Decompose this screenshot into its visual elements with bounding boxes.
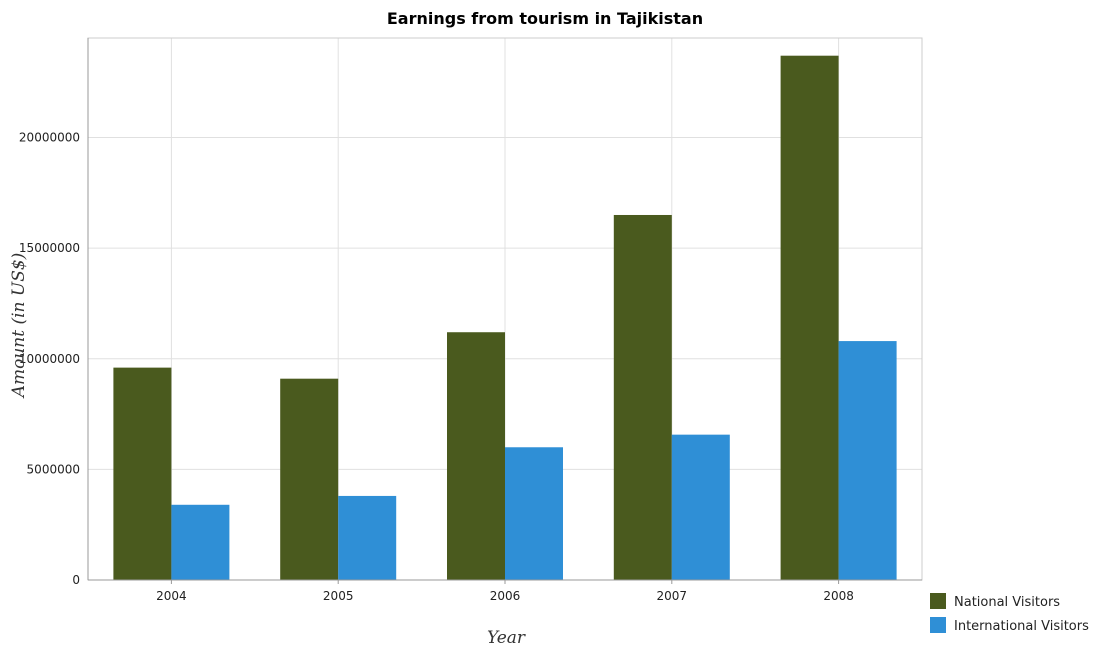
x-tick-labels: 2004 2005 2006 2007 2008: [156, 589, 854, 603]
legend-swatch: [930, 617, 946, 633]
bar-national-2005: [280, 378, 339, 580]
bar-international-2008: [838, 341, 897, 580]
y-tick-label: 15000000: [19, 241, 80, 255]
y-axis-label: Amount (in US$): [9, 253, 29, 400]
bar-national-2004: [113, 367, 172, 580]
y-tick-label: 0: [72, 573, 80, 587]
y-tick-label: 10000000: [19, 352, 80, 366]
legend-label: International Visitors: [954, 619, 1089, 634]
legend-swatch: [930, 593, 946, 609]
x-axis-label: Year: [487, 628, 526, 648]
x-tick-label: 2005: [323, 589, 354, 603]
bar-international-2006: [505, 447, 563, 580]
x-tick-label: 2008: [823, 589, 854, 603]
axes: [87, 37, 923, 584]
y-tick-labels: 0 5000000 10000000 15000000 20000000: [19, 131, 80, 587]
chart-title: Earnings from tourism in Tajikistan: [387, 9, 703, 28]
y-tick-label: 5000000: [27, 462, 80, 476]
x-tick-label: 2006: [490, 589, 521, 603]
bar-national-2007: [613, 214, 672, 580]
bar-national-2006: [447, 332, 505, 580]
bar-international-2004: [171, 504, 230, 580]
bar-international-2007: [671, 434, 730, 580]
x-tick-label: 2007: [657, 589, 688, 603]
bar-national-2008: [780, 55, 839, 581]
legend: National Visitors International Visitors: [930, 593, 1089, 634]
y-tick-label: 20000000: [19, 131, 80, 145]
bars: [113, 55, 897, 581]
legend-label: National Visitors: [954, 595, 1060, 610]
bar-international-2005: [338, 495, 397, 580]
x-tick-label: 2004: [156, 589, 187, 603]
